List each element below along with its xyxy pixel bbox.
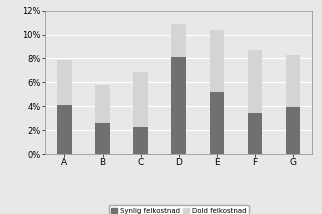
Bar	[172, 24, 186, 57]
Bar	[95, 85, 110, 123]
Bar	[172, 57, 186, 154]
Legend: Synlig felkostnad, Dold felkostnad: Synlig felkostnad, Dold felkostnad	[109, 205, 249, 214]
Bar	[133, 72, 148, 127]
Bar	[57, 60, 72, 105]
Bar	[133, 127, 148, 154]
Bar	[286, 55, 300, 107]
Bar	[210, 30, 224, 92]
Bar	[248, 113, 262, 154]
Bar	[57, 105, 72, 154]
Bar	[95, 123, 110, 154]
Bar	[210, 92, 224, 154]
Bar	[286, 107, 300, 154]
Bar	[248, 50, 262, 113]
